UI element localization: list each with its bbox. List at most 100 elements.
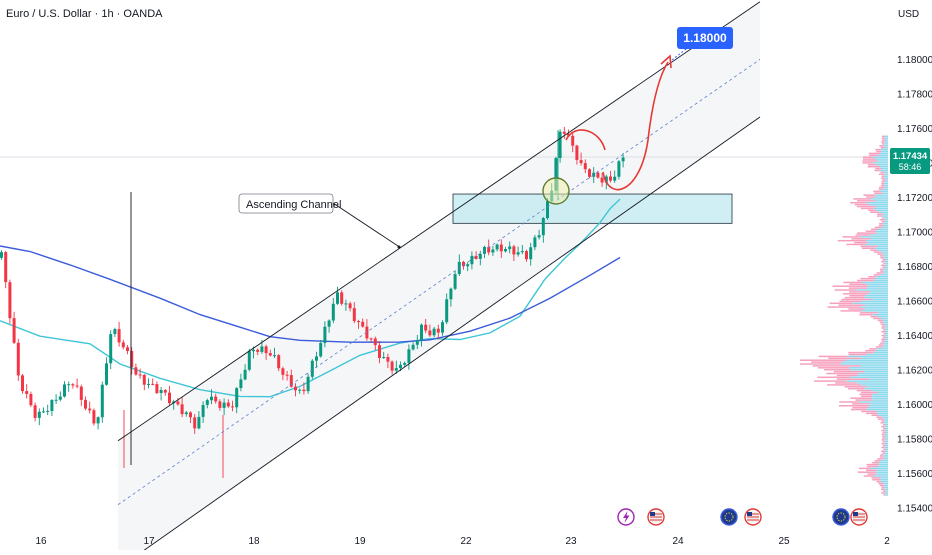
candle-body[interactable]	[445, 299, 449, 323]
candle-body[interactable]	[46, 410, 50, 412]
candle-body[interactable]	[340, 292, 344, 304]
candle-body[interactable]	[79, 386, 83, 400]
candle-body[interactable]	[189, 412, 192, 418]
candle-body[interactable]	[449, 288, 453, 300]
candle-body[interactable]	[4, 252, 8, 283]
candle-body[interactable]	[184, 412, 188, 415]
candle-body[interactable]	[373, 338, 377, 346]
candle-body[interactable]	[222, 402, 226, 408]
candle-body[interactable]	[163, 390, 167, 393]
candle-body[interactable]	[315, 356, 318, 361]
candle-body[interactable]	[67, 384, 71, 386]
candle-body[interactable]	[478, 253, 482, 259]
candle-body[interactable]	[361, 321, 365, 327]
candle-body[interactable]	[319, 343, 323, 357]
candle-body[interactable]	[525, 251, 528, 260]
candle-body[interactable]	[289, 375, 293, 387]
candle-body[interactable]	[285, 374, 289, 376]
candle-body[interactable]	[231, 406, 234, 408]
candle-body[interactable]	[470, 255, 474, 265]
candle-body[interactable]	[512, 246, 516, 255]
candle-body[interactable]	[37, 411, 41, 418]
candle-body[interactable]	[294, 386, 297, 391]
candle-body[interactable]	[58, 396, 62, 400]
candle-body[interactable]	[621, 157, 625, 162]
candle-body[interactable]	[575, 145, 579, 160]
candle-body[interactable]	[487, 246, 491, 253]
candle-body[interactable]	[298, 389, 302, 391]
candle-body[interactable]	[390, 361, 394, 371]
candle-body[interactable]	[176, 401, 180, 405]
candle-body[interactable]	[306, 376, 310, 392]
candle-body[interactable]	[399, 364, 402, 369]
candle-body[interactable]	[516, 252, 520, 255]
candle-body[interactable]	[596, 172, 600, 178]
candle-body[interactable]	[235, 388, 239, 408]
candle-body[interactable]	[474, 255, 478, 259]
candle-body[interactable]	[407, 349, 411, 363]
candle-body[interactable]	[466, 264, 470, 267]
candle-body[interactable]	[210, 396, 213, 401]
candle-body[interactable]	[168, 392, 171, 404]
candle-body[interactable]	[453, 274, 457, 289]
candle-body[interactable]	[142, 374, 146, 385]
candle-body[interactable]	[252, 349, 255, 352]
candle-body[interactable]	[462, 261, 465, 267]
candle-body[interactable]	[12, 318, 16, 343]
candle-body[interactable]	[29, 394, 33, 406]
candle-body[interactable]	[273, 355, 276, 357]
candle-body[interactable]	[25, 391, 29, 394]
candle-body[interactable]	[201, 405, 205, 417]
candle-body[interactable]	[403, 362, 407, 365]
candle-body[interactable]	[378, 345, 381, 358]
currency-label[interactable]: USD	[898, 9, 919, 20]
candle-body[interactable]	[520, 251, 524, 253]
candle-body[interactable]	[126, 347, 129, 351]
candle-body[interactable]	[277, 355, 281, 369]
candle-body[interactable]	[302, 389, 306, 392]
candle-body[interactable]	[75, 385, 79, 387]
candle-body[interactable]	[336, 292, 339, 304]
candle-body[interactable]	[546, 201, 549, 219]
candle-body[interactable]	[420, 324, 423, 341]
candle-body[interactable]	[588, 169, 591, 177]
candle-body[interactable]	[562, 131, 566, 134]
candle-body[interactable]	[331, 303, 335, 321]
candle-body[interactable]	[386, 357, 390, 362]
candle-body[interactable]	[130, 351, 134, 368]
candle-body[interactable]	[567, 133, 570, 136]
candle-body[interactable]	[369, 338, 373, 340]
candle-body[interactable]	[436, 328, 440, 333]
candle-body[interactable]	[529, 247, 533, 260]
candle-body[interactable]	[537, 235, 541, 238]
candle-body[interactable]	[441, 322, 444, 333]
candle-body[interactable]	[121, 342, 125, 348]
candle-body[interactable]	[8, 282, 12, 319]
candle-body[interactable]	[508, 246, 512, 250]
candle-body[interactable]	[268, 353, 272, 356]
candle-body[interactable]	[256, 349, 260, 352]
candle-body[interactable]	[491, 249, 495, 253]
candle-body[interactable]	[84, 399, 87, 409]
candle-body[interactable]	[281, 368, 285, 375]
candle-body[interactable]	[424, 324, 428, 331]
candle-body[interactable]	[357, 321, 360, 323]
candle-body[interactable]	[504, 249, 507, 252]
candle-body[interactable]	[382, 357, 386, 358]
candle-body[interactable]	[50, 400, 54, 411]
current-price-tag[interactable]: 1.17434 58:46	[890, 148, 930, 174]
candle-body[interactable]	[33, 405, 37, 418]
us-flag-icon[interactable]	[744, 508, 762, 526]
event-markers[interactable]	[617, 508, 868, 526]
candle-body[interactable]	[197, 416, 201, 429]
target-tag[interactable]: 1.18000	[677, 27, 733, 49]
candle-body[interactable]	[583, 163, 587, 170]
candle-body[interactable]	[100, 384, 104, 418]
candle-body[interactable]	[109, 334, 113, 364]
candle-body[interactable]	[226, 402, 230, 407]
candle-body[interactable]	[617, 161, 621, 177]
candle-body[interactable]	[264, 346, 268, 354]
candle-body[interactable]	[604, 176, 608, 183]
candle-body[interactable]	[193, 417, 197, 429]
